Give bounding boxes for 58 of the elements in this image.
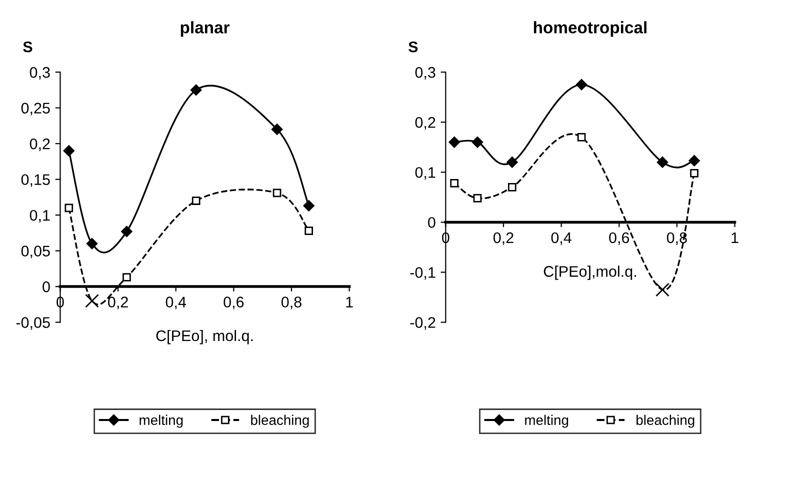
point [86,238,98,250]
x-tick-label: 0,4 [551,232,572,245]
y-tick-label: 0,3 [415,67,436,80]
point [192,196,200,205]
point [122,273,131,282]
point [506,156,518,168]
chart-title: planar [180,21,230,37]
point [64,204,74,212]
x-axis-title: C[PEo],mol.q. [544,266,636,280]
y-tick-label: -0,05 [16,317,50,330]
point [304,226,313,235]
point [656,156,668,168]
y-axis-title: S [408,41,418,52]
legend-label: melting [140,414,183,428]
legend-label: melting [525,414,568,428]
y-tick-label: 0 [42,281,50,292]
x-tick-label: 0,4 [166,296,186,310]
point [85,294,99,308]
y-tick-label: 0,2 [30,138,50,152]
y-tick-label: 0,05 [21,246,50,258]
y-axis-title: S [23,41,32,52]
point [690,169,698,178]
point [577,133,586,142]
point [121,226,132,238]
point [472,136,484,148]
point [271,124,283,135]
y-tick-label: 0,2 [415,117,436,130]
x-tick-label: 1 [732,232,738,244]
point [656,282,670,297]
point [450,179,459,188]
x-tick-label: 0,6 [224,296,244,310]
point [508,183,516,192]
y-tick-label: 0,25 [21,102,50,116]
point [190,84,202,96]
y-tick-label: 0 [428,217,436,228]
point [448,136,460,148]
x-tick-label: 1 [346,296,353,308]
x-tick-label: 0,8 [281,296,302,310]
y-tick-label: 0,1 [415,167,436,180]
point [473,194,482,202]
x-axis-title: C[PEo], mol.q. [156,330,253,344]
x-tick-label: 0,2 [108,296,128,310]
point [63,145,75,156]
y-tick-label: -0,1 [410,267,436,280]
point [576,79,588,90]
y-tick-label: 0,3 [30,67,50,80]
y-tick-label: 0,1 [30,210,50,223]
x-tick-label: 0,2 [493,232,514,245]
point [688,155,700,166]
x-tick-label: 0,8 [666,232,687,245]
legend-label: bleaching [251,414,309,428]
y-tick-label: -0,2 [410,317,436,330]
point [272,188,282,198]
chart-title: homeotropical [534,21,646,37]
legend-label: bleaching [636,414,694,428]
x-tick-label: 0,6 [609,232,630,245]
y-tick-label: 0,15 [21,174,50,187]
point [303,200,314,212]
